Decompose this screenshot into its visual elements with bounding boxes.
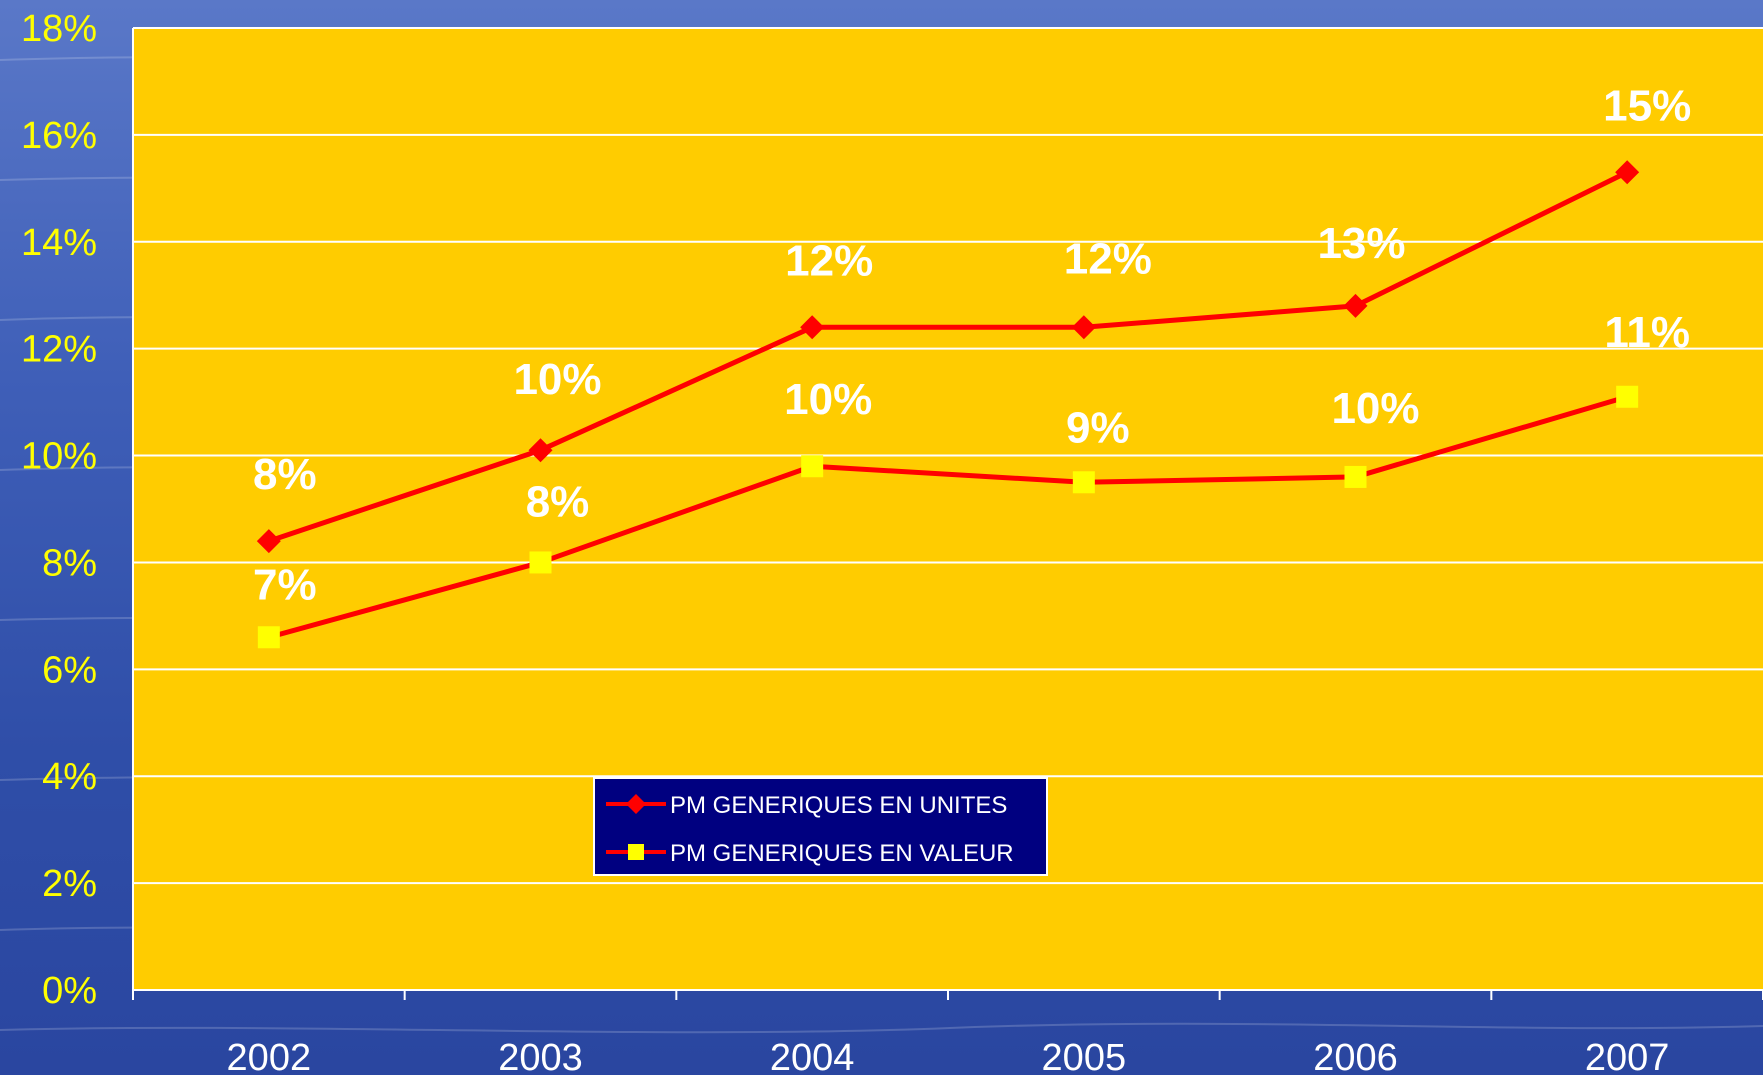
y-tick-label: 16% <box>21 115 97 157</box>
x-tick-label: 2006 <box>1313 1037 1398 1075</box>
data-point-marker <box>1615 160 1640 185</box>
data-point-marker <box>1616 385 1639 408</box>
x-tick-label: 2005 <box>1042 1037 1127 1075</box>
y-tick-label: 14% <box>21 222 97 264</box>
y-tick-label: 12% <box>21 329 97 371</box>
data-point-marker <box>1071 315 1096 340</box>
legend-marker <box>626 794 646 814</box>
y-tick-label: 10% <box>21 436 97 478</box>
data-point-marker <box>528 438 553 463</box>
data-point-marker <box>801 455 824 478</box>
legend-entry-label: PM GENERIQUES EN UNITES <box>670 792 1007 819</box>
x-tick-label: 2002 <box>227 1037 312 1075</box>
y-tick-label: 6% <box>42 649 97 691</box>
y-tick-label: 4% <box>42 756 97 798</box>
y-tick-label: 18% <box>21 8 97 50</box>
legend-box <box>593 777 1048 876</box>
data-point-marker <box>800 315 825 340</box>
x-tick-label: 2003 <box>498 1037 583 1075</box>
legend: PM GENERIQUES EN UNITES PM GENERIQUES EN … <box>593 777 1048 876</box>
x-tick-label: 2007 <box>1585 1037 1670 1075</box>
data-label: 11% <box>1604 308 1690 357</box>
y-tick-label: 2% <box>42 863 97 905</box>
data-point-marker <box>256 529 281 554</box>
legend-marker <box>628 844 644 860</box>
y-tick-label: 0% <box>42 970 97 1012</box>
data-point-marker <box>529 551 552 574</box>
data-label: 15% <box>1603 81 1691 130</box>
legend-entry-label: PM GENERIQUES EN VALEUR <box>670 840 1014 867</box>
data-label: 8% <box>253 450 317 499</box>
data-label: 8% <box>526 477 590 526</box>
data-label: 10% <box>513 355 601 404</box>
series-line <box>268 394 1628 640</box>
data-label: 7% <box>253 560 317 609</box>
data-labels: 8% 10% 12% 12% 13% 15% 7% 8% 10% 9% 10% 11% <box>253 81 1691 609</box>
gridlines <box>133 27 1763 885</box>
data-series <box>256 160 1640 649</box>
data-point-marker <box>1072 471 1095 494</box>
data-label: 12% <box>1064 234 1152 283</box>
data-label: 10% <box>784 375 872 424</box>
data-label: 9% <box>1066 403 1130 452</box>
data-label: 12% <box>785 236 873 285</box>
series-line <box>268 170 1629 544</box>
data-label: 10% <box>1331 384 1419 433</box>
x-axis: 2002 2003 2004 2005 2006 2007 <box>132 28 1763 1075</box>
data-point-marker <box>1344 465 1367 488</box>
y-axis-ticks: 0% 2% 4% 6% 8% 10% 12% 14% 16% 18% <box>21 8 97 1012</box>
x-tick-label: 2004 <box>770 1037 855 1075</box>
data-point-marker <box>1343 293 1368 318</box>
y-tick-label: 8% <box>42 542 97 584</box>
data-label: 13% <box>1317 219 1405 268</box>
data-point-marker <box>257 626 280 649</box>
